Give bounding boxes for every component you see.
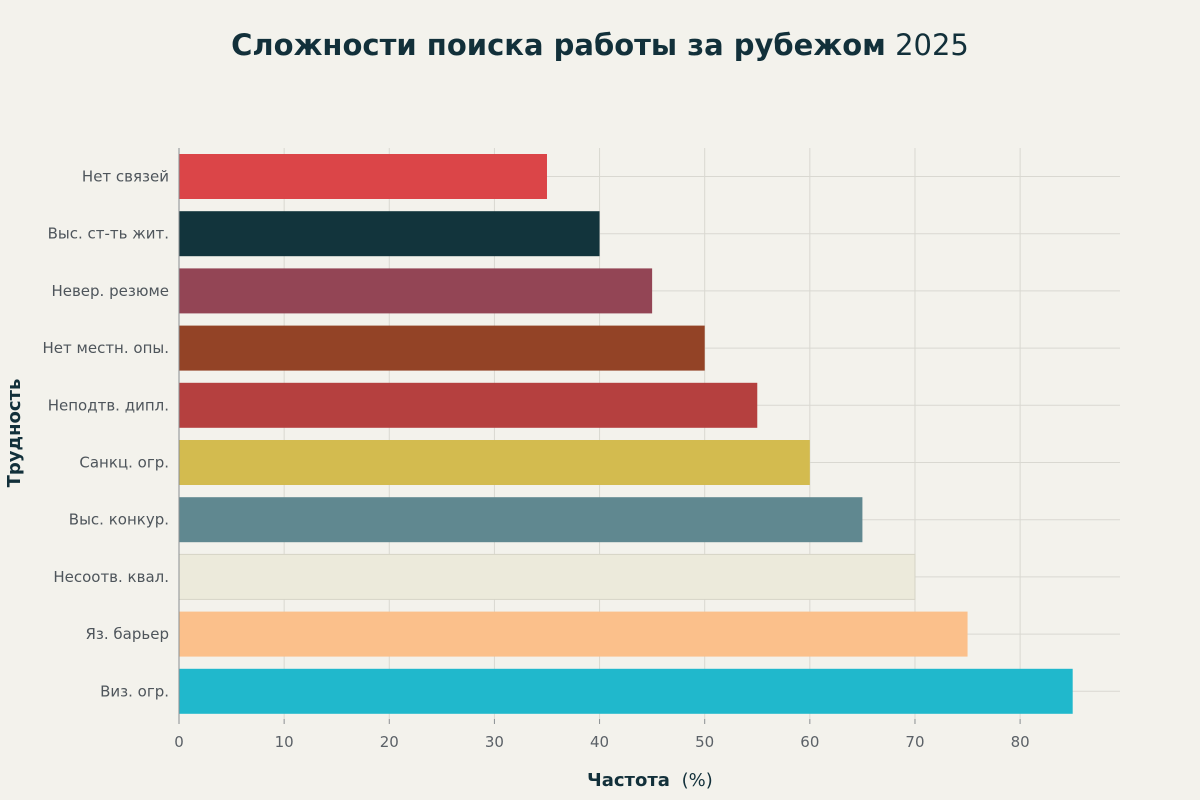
y-category-label-2: Невер. резюме (51, 282, 169, 300)
bar-8 (179, 611, 968, 657)
chart-title-main: Сложности поиска работы за рубежом (231, 28, 886, 62)
x-tick-label-8: 80 (1011, 733, 1030, 751)
x-axis-title-main: Частота (587, 770, 670, 791)
y-category-label-9: Виз. огр. (100, 682, 169, 700)
bar-1 (179, 211, 600, 257)
y-category-label-7: Несоотв. квал. (53, 568, 169, 586)
bar-6 (179, 497, 863, 543)
x-tick-label-1: 10 (275, 733, 294, 751)
axes (178, 148, 1021, 724)
x-tick-label-6: 60 (800, 733, 819, 751)
y-category-label-3: Нет местн. опы. (43, 339, 169, 357)
bar-7 (178, 553, 916, 600)
x-tick-label-2: 20 (380, 733, 399, 751)
bar-2 (179, 268, 653, 314)
bar-9 (179, 668, 1073, 714)
x-tick-label-4: 40 (590, 733, 609, 751)
bar-4 (179, 382, 758, 428)
y-category-label-6: Выс. конкур. (69, 511, 169, 529)
bar-5 (179, 440, 810, 485)
x-axis-title: Частота (%) (587, 770, 713, 791)
y-category-label-1: Выс. ст-ть жит. (48, 225, 169, 243)
x-tick-label-5: 50 (695, 733, 714, 751)
bars (178, 154, 1073, 714)
y-category-label-8: Яз. барьер (86, 625, 170, 643)
x-tick-labels: 0 10 20 30 40 50 60 70 80 (174, 733, 1029, 751)
y-axis-title: Трудность (4, 379, 25, 488)
chart-title: Сложности поиска работы за рубежом 2025 (0, 28, 1200, 62)
bar-3 (179, 325, 705, 371)
y-category-label-4: Неподтв. дипл. (48, 396, 169, 414)
y-category-label-0: Нет связей (82, 168, 169, 186)
chart-title-year: 2025 (895, 28, 969, 62)
x-tick-label-7: 70 (905, 733, 924, 751)
x-axis-title-unit: (%) (682, 770, 713, 791)
x-tick-label-0: 0 (174, 733, 184, 751)
y-category-label-5: Санкц. огр. (79, 454, 169, 472)
y-category-labels: Нет связей Выс. ст-ть жит. Невер. резюме Не… (43, 168, 169, 701)
x-tick-label-3: 30 (485, 733, 504, 751)
bar-0 (179, 154, 547, 199)
